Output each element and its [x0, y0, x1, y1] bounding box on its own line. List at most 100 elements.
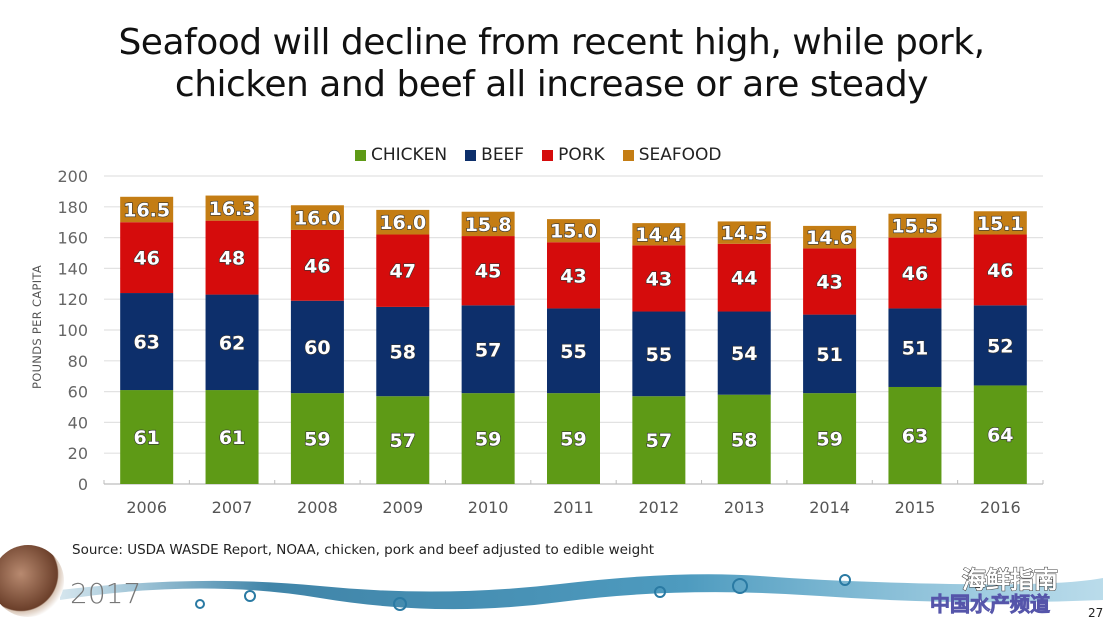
x-tick-label: 2013	[724, 498, 765, 517]
bar-segment-pork-2007	[205, 220, 259, 295]
data-label-chicken-2010: 59	[475, 429, 501, 451]
bar-segment-beef-2013	[717, 311, 771, 395]
bar-segment-chicken-2009	[376, 396, 430, 484]
data-label-beef-2009: 58	[390, 342, 416, 364]
legend-swatch-chicken	[355, 149, 366, 161]
bar-segment-seafood-2015	[888, 213, 942, 238]
bar-segment-seafood-2006	[120, 196, 174, 223]
y-tick-label: 20	[68, 444, 88, 463]
data-label-pork-2012: 43	[646, 268, 672, 290]
bar-segment-seafood-2016	[973, 211, 1027, 235]
data-label-seafood-2007: 16.3	[209, 198, 256, 220]
x-tick-label: 2008	[297, 498, 338, 517]
data-label-chicken-2009: 57	[390, 430, 416, 452]
y-tick-label: 0	[78, 475, 88, 494]
x-tick-label: 2014	[809, 498, 850, 517]
data-label-beef-2011: 55	[560, 341, 586, 363]
y-tick-label: 40	[68, 413, 88, 432]
x-tick-label: 2006	[126, 498, 167, 517]
data-label-chicken-2011: 59	[560, 429, 586, 451]
bar-segment-seafood-2010	[461, 211, 515, 237]
conference-year: 2017	[70, 577, 142, 610]
title-line-2: chicken and beef all increase or are ste…	[174, 64, 929, 105]
data-label-chicken-2014: 59	[816, 429, 842, 451]
bar-segment-chicken-2012	[632, 396, 686, 484]
page-number: 27	[1088, 606, 1103, 620]
data-label-chicken-2012: 57	[646, 430, 672, 452]
data-label-seafood-2016: 15.1	[977, 213, 1024, 235]
data-label-beef-2014: 51	[816, 344, 842, 366]
bar-segment-beef-2015	[888, 308, 942, 387]
data-label-chicken-2016: 64	[987, 425, 1013, 447]
data-label-pork-2013: 44	[731, 268, 757, 290]
data-label-seafood-2008: 16.0	[294, 208, 341, 230]
chart-legend: CHICKEN BEEF PORK SEAFOOD	[355, 145, 721, 165]
bar-segment-seafood-2013	[717, 221, 771, 244]
data-label-pork-2015: 46	[902, 263, 928, 285]
data-label-pork-2009: 47	[390, 261, 416, 283]
y-tick-label: 60	[68, 383, 88, 402]
legend-swatch-seafood	[622, 149, 634, 161]
conference-logo	[0, 545, 64, 617]
bar-segment-pork-2006	[120, 222, 174, 294]
legend-swatch-pork	[542, 149, 554, 161]
legend-item-beef: BEEF	[465, 145, 524, 165]
bar-segment-beef-2009	[376, 306, 430, 397]
bar-segment-chicken-2016	[973, 385, 1027, 484]
data-label-pork-2007: 48	[219, 248, 245, 270]
bar-segment-beef-2008	[290, 300, 344, 394]
bar-segment-chicken-2011	[547, 393, 600, 484]
data-label-pork-2014: 43	[816, 271, 842, 293]
data-label-beef-2006: 63	[133, 332, 159, 354]
y-tick-label: 100	[57, 321, 88, 340]
bar-segment-beef-2014	[803, 314, 857, 394]
data-label-chicken-2008: 59	[304, 429, 330, 451]
x-tick-label: 2010	[468, 498, 509, 517]
data-label-seafood-2009: 16.0	[379, 212, 426, 234]
data-label-pork-2006: 46	[133, 248, 159, 270]
bar-segment-pork-2008	[290, 229, 344, 301]
stacked-bar-chart: 0 20 40 60 80 100 120 140 160 180 200 61 63 46 16.5 200…	[57, 167, 1044, 517]
data-label-seafood-2010: 15.8	[465, 214, 512, 236]
legend-item-chicken: CHICKEN	[355, 145, 447, 165]
y-tick-label: 200	[57, 167, 88, 186]
bar-segment-chicken-2014	[803, 393, 857, 484]
watermark-subtitle: 中国水产频道	[930, 592, 1051, 617]
bar-segment-pork-2012	[632, 245, 686, 312]
x-tick-label: 2011	[553, 498, 594, 517]
title-line-1: Seafood will decline from recent high, w…	[118, 22, 985, 63]
data-label-seafood-2011: 15.0	[550, 221, 597, 243]
y-tick-label: 120	[57, 290, 88, 309]
bar-segment-pork-2013	[717, 243, 771, 312]
legend-label-seafood: SEAFOOD	[638, 145, 722, 165]
data-label-pork-2010: 45	[475, 261, 501, 283]
data-label-pork-2008: 46	[304, 255, 330, 277]
bar-segment-pork-2010	[461, 236, 515, 306]
data-label-beef-2010: 57	[475, 339, 501, 361]
legend-item-seafood: SEAFOOD	[622, 145, 722, 165]
bar-segment-beef-2007	[205, 294, 259, 391]
data-label-chicken-2007: 61	[219, 427, 245, 449]
bar-segment-seafood-2014	[803, 225, 857, 249]
bar-segment-seafood-2012	[632, 223, 686, 246]
bar-segment-seafood-2011	[547, 219, 600, 243]
bar-segment-beef-2011	[547, 308, 600, 394]
data-label-chicken-2015: 63	[902, 425, 928, 447]
bar-segment-chicken-2015	[888, 386, 942, 484]
y-tick-label: 180	[57, 198, 88, 217]
bar-segment-chicken-2006	[120, 390, 174, 484]
data-label-seafood-2012: 14.4	[635, 224, 682, 246]
data-label-beef-2007: 62	[219, 332, 245, 354]
data-label-seafood-2013: 14.5	[721, 223, 768, 245]
legend-label-chicken: CHICKEN	[371, 145, 448, 165]
legend-label-beef: BEEF	[481, 145, 525, 165]
bar-segment-pork-2011	[547, 242, 600, 309]
y-tick-label: 140	[57, 259, 88, 278]
y-tick-label: 80	[68, 352, 88, 371]
legend-item-pork: PORK	[542, 145, 605, 165]
bar-segment-chicken-2008	[290, 393, 344, 484]
water-splash-banner	[60, 574, 1103, 611]
bar-segment-beef-2012	[632, 311, 686, 397]
bar-segment-pork-2016	[973, 234, 1027, 306]
data-label-beef-2013: 54	[731, 343, 757, 365]
